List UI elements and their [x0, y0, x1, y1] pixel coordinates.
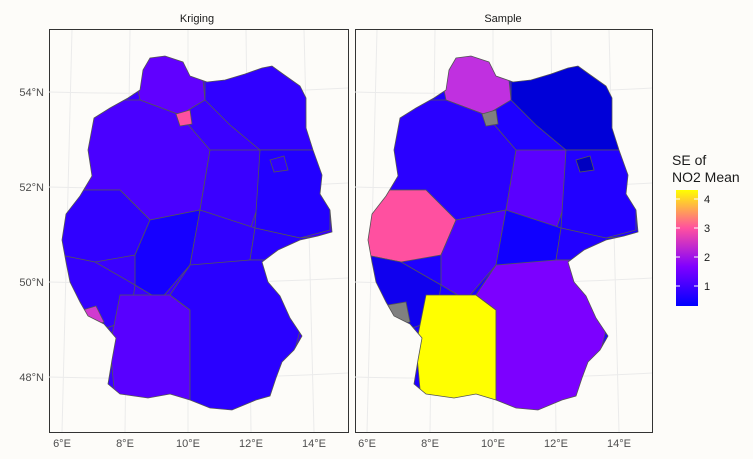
y-tick-48: 48°N [19, 372, 44, 384]
x-tick-6-right: 6°E [358, 438, 376, 450]
sample-bayern [475, 259, 607, 410]
x-tick-8-left: 8°E [116, 438, 134, 450]
kriging-berlin [269, 155, 289, 173]
y-tick-52: 52°N [19, 182, 44, 194]
x-tick-12-right: 12°E [544, 438, 568, 450]
kriging-baden-wuerttemberg [109, 294, 191, 401]
x-tick-10-left: 10°E [176, 438, 200, 450]
legend-colorbar [676, 190, 698, 306]
sample-berlin [575, 155, 595, 173]
panel-sample [354, 29, 653, 433]
strip-label-sample: Sample [484, 13, 521, 25]
panel-kriging [48, 29, 349, 433]
legend-tick-1: 1 [704, 281, 710, 293]
kriging-bayern [169, 259, 301, 410]
x-tick-12-left: 12°E [239, 438, 263, 450]
legend-tick-3: 3 [704, 223, 710, 235]
x-tick-10-right: 10°E [481, 438, 505, 450]
x-tick-6-left: 6°E [53, 438, 71, 450]
legend-title-line1: SE of [672, 152, 706, 168]
kriging-states [62, 56, 332, 410]
sample-baden-wuerttemberg [415, 294, 497, 401]
x-axis-sample: 6°E 8°E 10°E 12°E 14°E [358, 438, 631, 450]
y-axis: 54°N 52°N 50°N 48°N [19, 87, 44, 384]
y-tick-54: 54°N [19, 87, 44, 99]
legend-title-line2: NO2 Mean [672, 169, 740, 185]
x-tick-14-right: 14°E [607, 438, 631, 450]
strip-label-kriging: Kriging [180, 13, 214, 25]
y-tick-50: 50°N [19, 277, 44, 289]
x-axis-kriging: 6°E 8°E 10°E 12°E 14°E [53, 438, 326, 450]
legend-tick-4: 4 [704, 194, 710, 206]
legend-tick-2: 2 [704, 252, 710, 264]
kriging-hamburg [175, 109, 193, 127]
x-tick-14-left: 14°E [302, 438, 326, 450]
x-tick-8-right: 8°E [421, 438, 439, 450]
legend: SE of NO2 Mean 4 3 2 1 [672, 152, 740, 306]
sample-hamburg [481, 109, 499, 127]
